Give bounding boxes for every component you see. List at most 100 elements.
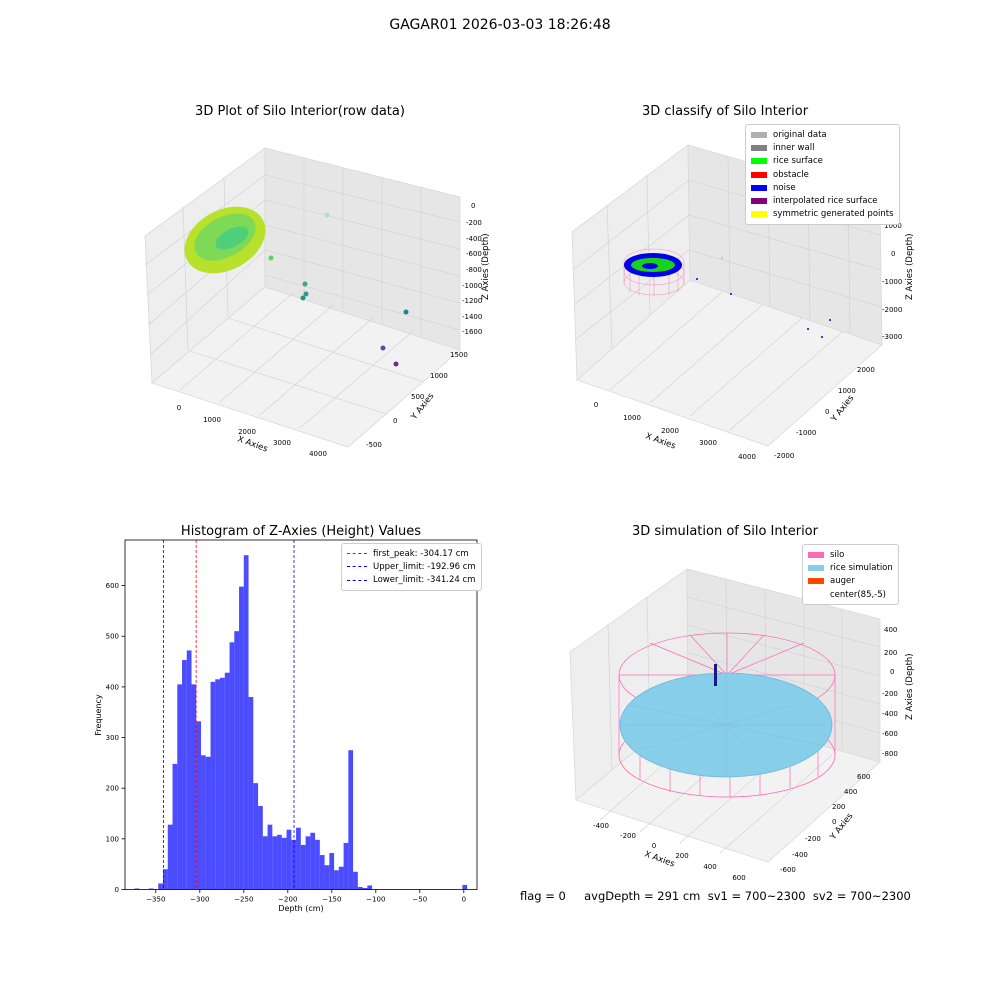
histogram-bar xyxy=(329,853,335,890)
panel4-title: 3D simulation of Silo Interior xyxy=(632,524,818,539)
p4-ztick: 0 xyxy=(890,668,894,676)
p1-ytick: 1500 xyxy=(450,351,468,359)
histogram-bar xyxy=(215,679,221,890)
p4-legend: silo rice simulation auger center(85,-5) xyxy=(802,544,899,606)
panel1-title: 3D Plot of Silo Interior(row data) xyxy=(195,104,405,119)
legend-item: first_peak: -304.17 cm xyxy=(347,547,476,560)
legend-item: inner wall xyxy=(751,141,894,154)
histogram-bar xyxy=(220,677,225,890)
p4-ytick: -600 xyxy=(780,866,796,874)
histogram-bar xyxy=(272,836,278,890)
histogram-bar xyxy=(234,631,240,890)
p3-legend: first_peak: -304.17 cm Upper_limit: -192… xyxy=(341,543,482,591)
p2-xtick: 0 xyxy=(594,401,598,409)
histogram-bar xyxy=(324,865,330,890)
histogram-bar xyxy=(205,756,211,890)
p1-ztick: -600 xyxy=(466,250,482,258)
p4-zlabel: Z Axies (Depth) xyxy=(905,653,915,720)
p2-ytick: 0 xyxy=(825,408,829,416)
p2-ztick: -3000 xyxy=(882,333,902,341)
histogram-bar xyxy=(315,839,320,890)
x-tick-label: −50 xyxy=(412,896,427,904)
histogram-bar xyxy=(191,684,197,890)
p2-ytick: 1000 xyxy=(838,387,856,395)
p2-ztick: -1000 xyxy=(882,278,902,286)
p2-xtick: 2000 xyxy=(661,427,679,435)
x-tick-label: −300 xyxy=(190,896,209,904)
p4-xtick: 400 xyxy=(703,863,716,871)
histogram-bar xyxy=(348,750,354,890)
histogram-bar xyxy=(239,586,244,890)
p2-legend: original data inner wall rice surface ob… xyxy=(745,124,900,226)
histogram-bar xyxy=(262,836,268,890)
legend-item: Lower_limit: -341.24 cm xyxy=(347,574,476,587)
histogram-bar xyxy=(277,834,282,890)
hist-frame xyxy=(124,539,478,890)
p2-ztick: 1000 xyxy=(884,222,902,230)
p1-ztick: -400 xyxy=(466,235,482,243)
legend-item: original data xyxy=(751,128,894,141)
p4-xtick: 600 xyxy=(732,874,745,882)
histogram-bar xyxy=(158,883,164,890)
panel1-3d-axes: 0 1000 2000 3000 4000 -500 0 500 1000 15… xyxy=(144,147,491,458)
histogram-bar xyxy=(253,783,259,890)
p4-xtick: -200 xyxy=(620,832,636,840)
p1-ytick: 0 xyxy=(393,417,397,425)
p4-ytick: 400 xyxy=(844,788,857,796)
p4-ztick: -600 xyxy=(882,730,898,738)
histogram-bar xyxy=(229,642,235,890)
histogram-bar xyxy=(291,839,297,890)
histogram-chart: −350 −300 −250 −200 −150 −100 −50 0 0 100 200 300 4… xyxy=(94,539,478,913)
histogram-bar xyxy=(296,827,301,890)
p4-xtick: -400 xyxy=(593,822,609,830)
panel4-3d-axes: -400 -200 0 200 400 600 -600 -400 -200 0… xyxy=(569,568,915,882)
legend-item: rice surface xyxy=(751,155,894,168)
p4-xlabel: X Axies xyxy=(643,849,676,869)
p1-ztick: -1400 xyxy=(462,313,482,321)
histogram-bar xyxy=(134,888,140,890)
histogram-bar xyxy=(258,805,263,890)
legend-item: rice simulation xyxy=(808,561,893,574)
p1-zlabel: Z Axies (Depth) xyxy=(481,233,491,300)
p2-ztick: 0 xyxy=(891,250,895,258)
histogram-bar xyxy=(367,885,373,890)
p2-ytick: 2000 xyxy=(857,366,875,374)
histogram-bar xyxy=(267,824,273,890)
legend-item: symmetric generated points xyxy=(751,208,894,221)
histogram-bar xyxy=(182,660,187,890)
histogram-bar xyxy=(305,836,311,890)
p2-ytick: -2000 xyxy=(774,452,794,460)
y-tick-label: 300 xyxy=(106,734,119,742)
p4-ytick: 600 xyxy=(857,773,870,781)
p1-ytick: 1000 xyxy=(430,372,448,380)
p4-ytick: -200 xyxy=(805,835,821,843)
p1-ztick: 0 xyxy=(471,202,475,210)
legend-item: interpolated rice surface xyxy=(751,194,894,207)
legend-item: silo xyxy=(808,548,893,561)
p1-ztick: -200 xyxy=(466,219,482,227)
x-tick-label: −100 xyxy=(366,896,385,904)
p1-ztick: -800 xyxy=(466,266,482,274)
p4-xtick: 200 xyxy=(675,852,688,860)
figure-title: GAGAR01 2026-03-03 18:26:48 xyxy=(389,17,611,33)
p1-xtick: 4000 xyxy=(309,450,327,458)
p1-xtick: 0 xyxy=(177,404,181,412)
legend-item: auger xyxy=(808,575,893,588)
p1-ytick: -500 xyxy=(366,441,382,449)
p1-xtick: 1000 xyxy=(203,416,221,424)
p2-zlabel: Z Axies (Depth) xyxy=(905,233,915,300)
histogram-bar xyxy=(167,824,173,890)
histogram-bar xyxy=(338,866,344,890)
y-tick-label: 0 xyxy=(115,886,119,894)
x-tick-label: −350 xyxy=(146,896,165,904)
p4-ytick: 200 xyxy=(832,803,845,811)
x-tick-label: 0 xyxy=(462,896,466,904)
x-tick-label: −150 xyxy=(322,896,341,904)
x-tick-label: −200 xyxy=(278,896,297,904)
histogram-bar xyxy=(334,870,339,890)
p1-ztick: -1600 xyxy=(462,328,482,336)
p1-ytick: 500 xyxy=(411,393,424,401)
legend-item: obstacle xyxy=(751,168,894,181)
histogram-bar xyxy=(362,887,368,890)
histogram-bar xyxy=(281,837,287,890)
